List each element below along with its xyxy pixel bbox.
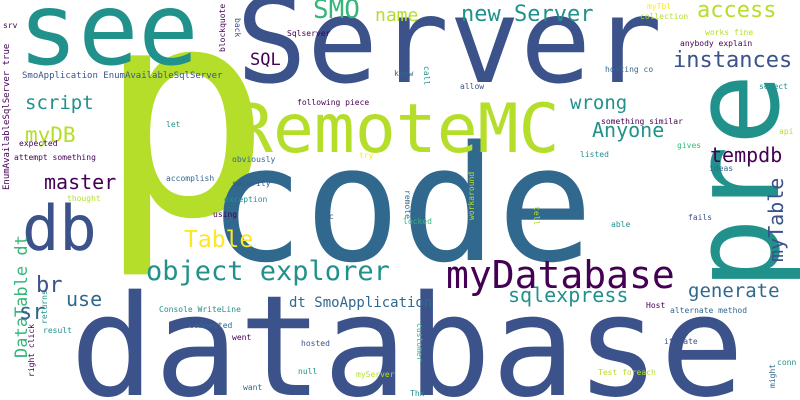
word-able: able	[611, 220, 631, 229]
word-remotemc: RemoteMC	[232, 90, 560, 169]
word-ideas: ideas	[709, 164, 734, 173]
word-anybody-explain: anybody explain	[680, 39, 753, 48]
word-sqlserver: Sqlserver	[287, 29, 331, 38]
word-generate: generate	[688, 280, 780, 302]
word-exception: exception	[224, 195, 268, 204]
word-mydatabase: myDatabase	[446, 253, 675, 297]
word-anyone: Anyone	[592, 118, 665, 142]
word-connected: connected	[189, 321, 233, 330]
word-p: p	[97, 0, 272, 283]
word-access: access	[697, 0, 777, 23]
word-customer: customer	[415, 323, 424, 362]
word-let: let	[166, 120, 181, 129]
word-sqlexpress: sqlexpress	[508, 283, 629, 307]
word-thought: thought	[67, 194, 101, 203]
word-following-piece: following piece	[297, 98, 370, 107]
word-sql: SQL	[250, 50, 281, 70]
word-works-fine: works fine	[705, 28, 754, 37]
word-select: select	[759, 82, 788, 91]
word-using: using	[213, 210, 238, 219]
word-database: database	[70, 266, 745, 400]
word-workaround: workaround	[467, 171, 476, 220]
word-security: security	[232, 179, 271, 188]
word-myserver: myServer	[356, 370, 395, 379]
word-mytbl: myTbl	[647, 2, 672, 11]
word-br: br	[36, 273, 63, 298]
word-know: know	[394, 69, 414, 78]
word-right-click: right click	[27, 324, 36, 377]
word-dt-smoapplication: dt SmoApplication	[289, 295, 433, 311]
word-fails: fails	[688, 213, 713, 222]
word-accomplish: accomplish	[166, 174, 215, 183]
word-null: null	[298, 367, 318, 376]
word-name: name	[375, 5, 419, 26]
word-code: code	[208, 111, 594, 298]
word-gives: gives	[677, 141, 702, 150]
word-smoapplication-enum: SmoApplication EnumAvailableSqlServer	[22, 71, 223, 81]
word-script: script	[25, 92, 94, 114]
word-call: call	[422, 66, 431, 86]
word-something-similar: something similar	[601, 117, 683, 126]
word-console-writeline: Console WriteLine	[159, 305, 241, 314]
word-listed: listed	[580, 150, 609, 159]
word-remote: remote	[403, 190, 412, 219]
word-obviously: obviously	[232, 155, 276, 164]
word-want: want	[243, 383, 263, 392]
word-mytable: myTable	[764, 177, 788, 262]
word-locked: locked	[403, 217, 432, 226]
word-test-foreach: Test foreach	[598, 368, 656, 377]
word-blockquote: blockquote	[218, 3, 227, 52]
word-master: master	[44, 170, 117, 194]
word-iterate: iterate	[664, 337, 698, 346]
word-tell: tell	[532, 206, 541, 226]
word-tempdb: tempdb	[710, 143, 783, 167]
word-allow: allow	[460, 82, 485, 91]
word-alternate-method: alternate method	[670, 306, 748, 315]
word-enumavailablesqlserver-true: EnumAvailableSqlServer true	[2, 43, 12, 190]
word-returns: returns	[40, 290, 49, 324]
word-collection: collection	[640, 12, 689, 21]
word-sr: sr	[19, 300, 46, 325]
word-might: might	[768, 363, 777, 388]
word-object-explorer: object explorer	[146, 256, 390, 287]
word-thx: Thx	[410, 389, 425, 398]
word-srv: srv	[3, 21, 18, 30]
word-server: Server	[236, 0, 663, 110]
word-back: back	[233, 18, 242, 38]
word-instances: instances	[673, 48, 793, 73]
word-attempt-something: attempt something	[14, 153, 96, 162]
word-c: c	[329, 212, 334, 221]
word-table: Table	[184, 227, 254, 253]
word-smo: SMO	[313, 0, 360, 25]
word-expected: expected	[19, 139, 58, 148]
word-hosting-co: hosting co	[605, 65, 654, 74]
word-went: went	[232, 333, 252, 342]
word-see: see	[18, 0, 199, 88]
word-new-server: new Server	[461, 2, 594, 27]
word-result: result	[43, 326, 72, 335]
word-conn: conn	[777, 358, 797, 367]
word-api: api	[779, 127, 794, 136]
word-try: try	[359, 151, 374, 160]
word-hosted: hosted	[301, 339, 330, 348]
word-db: db	[22, 192, 97, 265]
word-mydb: myDB	[25, 123, 76, 147]
word-host: Host	[646, 301, 666, 310]
word-wrong: wrong	[570, 92, 628, 114]
word-use: use	[66, 287, 103, 311]
